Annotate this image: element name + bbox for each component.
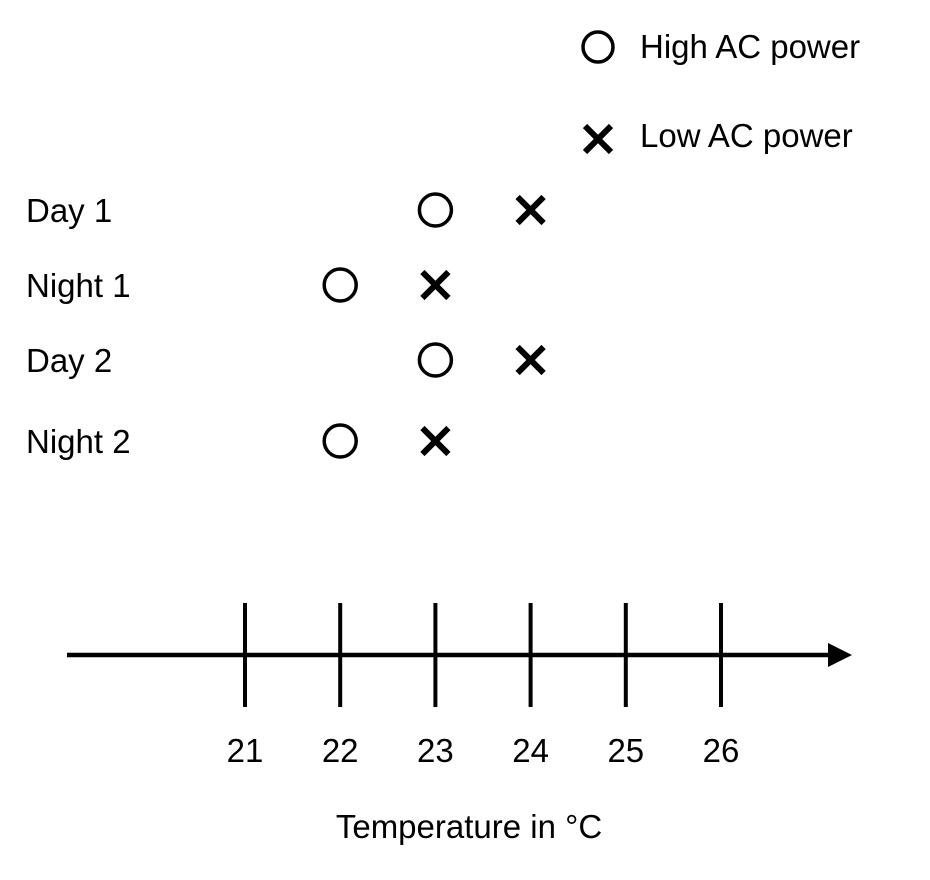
tick-label: 25: [607, 732, 644, 769]
point-cross: [420, 425, 451, 457]
legend-circle-marker: [581, 30, 615, 64]
legend-item-high: High AC power: [581, 28, 860, 65]
row-label: Day 2: [26, 342, 112, 379]
tick-label: 23: [417, 732, 454, 769]
cross-stroke: [420, 269, 451, 301]
x-axis-title: Temperature in °C: [336, 808, 602, 845]
tick-label: 26: [703, 732, 740, 769]
row-labels: Day 1 Night 1 Day 2 Night 2: [26, 192, 131, 460]
x-axis: 21 22 23 24 25 26 Temperature in °C: [67, 603, 852, 845]
tick-label: 24: [512, 732, 549, 769]
row-label: Night 1: [26, 267, 131, 304]
cross-stroke: [515, 344, 546, 376]
cross-stroke: [515, 194, 546, 226]
data-marks: [322, 192, 546, 459]
point-cross: [515, 344, 546, 376]
point-circle: [417, 342, 454, 378]
cross-stroke: [420, 425, 451, 457]
legend-cross-marker: [582, 123, 614, 155]
row-label: Day 1: [26, 192, 112, 229]
axis-tick-labels: 21 22 23 24 25 26: [227, 732, 740, 769]
tick-label: 21: [227, 732, 264, 769]
axis-ticks: [243, 603, 723, 707]
legend-label-high: High AC power: [640, 28, 860, 65]
point-circle: [322, 267, 358, 303]
point-circle: [417, 192, 454, 228]
legend-label-low: Low AC power: [640, 117, 853, 154]
legend-item-low: Low AC power: [582, 117, 853, 155]
point-cross: [420, 269, 451, 301]
legend: High AC power Low AC power: [581, 28, 860, 155]
row-label: Night 2: [26, 423, 131, 460]
point-circle: [322, 423, 358, 459]
point-cross: [515, 194, 546, 226]
tick-label: 22: [322, 732, 359, 769]
axis-arrowhead: [828, 643, 852, 667]
